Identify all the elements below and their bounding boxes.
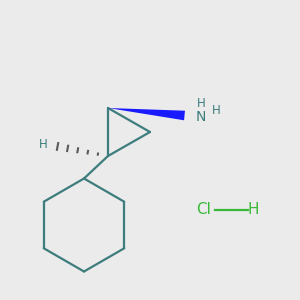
- Text: H: H: [212, 104, 221, 118]
- Text: Cl: Cl: [196, 202, 211, 217]
- Polygon shape: [108, 108, 185, 120]
- Text: H: H: [196, 97, 206, 110]
- Text: N: N: [196, 110, 206, 124]
- Text: H: H: [248, 202, 259, 217]
- Text: H: H: [38, 137, 47, 151]
